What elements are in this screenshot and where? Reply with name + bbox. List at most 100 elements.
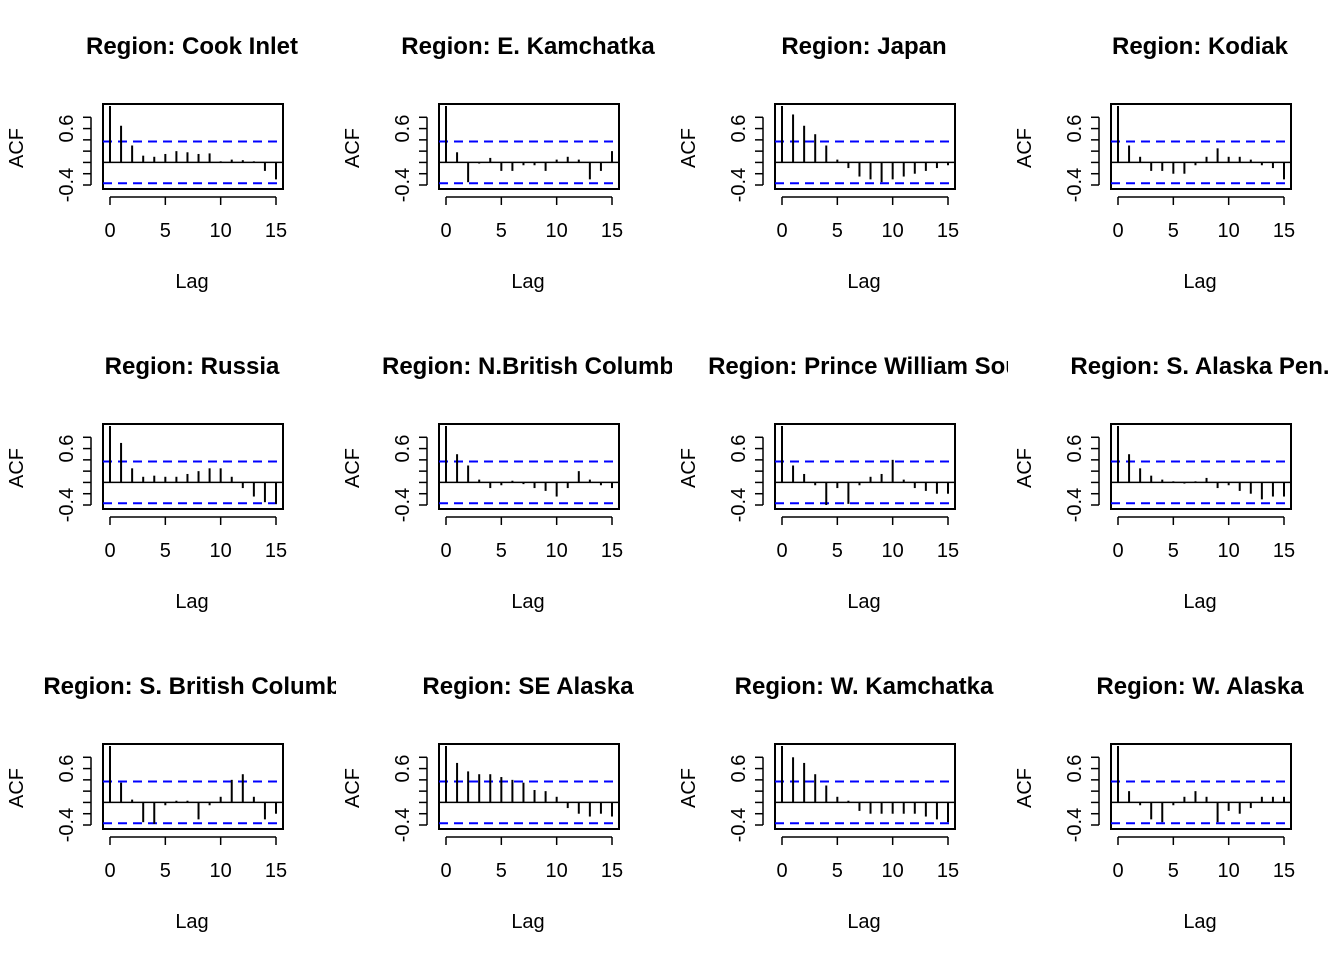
x-tick-label: 0: [104, 220, 115, 242]
panel-title: Region: S. Alaska Pen.: [1070, 353, 1329, 380]
y-tick-label: 0.6: [1064, 435, 1086, 463]
y-tick-label: -0.4: [56, 808, 78, 842]
y-axis-label: ACF: [342, 128, 364, 168]
x-tick-label: 5: [160, 220, 171, 242]
plot-frame: [102, 743, 284, 830]
x-axis-label: Lag: [175, 591, 208, 613]
x-tick-label: 0: [104, 540, 115, 562]
x-axis-label: Lag: [847, 591, 880, 613]
y-tick-label: -0.4: [56, 168, 78, 202]
y-tick-label: -0.4: [1064, 488, 1086, 522]
x-tick-label: 10: [546, 220, 568, 242]
x-tick-label: 5: [832, 860, 843, 882]
panel-title: Region: W. Kamchatka: [735, 673, 994, 700]
x-axis-label: Lag: [1183, 271, 1216, 293]
x-tick-label: 5: [496, 860, 507, 882]
panel-title: Region: Russia: [105, 353, 280, 380]
panel-title: Region: E. Kamchatka: [401, 33, 655, 60]
x-tick-label: 15: [601, 540, 623, 562]
x-tick-label: 5: [1168, 860, 1179, 882]
panel-title: Region: SE Alaska: [422, 673, 634, 700]
y-tick-label: -0.4: [728, 488, 750, 522]
y-axis-label: ACF: [342, 768, 364, 808]
acf-panel: Region: E. Kamchatka 0 5 10 15 -0.4 0.6 Lag ACF: [342, 33, 655, 293]
acf-panel: Region: Russia 0 5 10 15 -0.4 0.6 Lag ACF: [6, 353, 287, 613]
plot-frame: [774, 743, 956, 830]
y-tick-label: -0.4: [1064, 808, 1086, 842]
panel-title: Region: W. Alaska: [1096, 673, 1304, 700]
x-tick-label: 15: [601, 860, 623, 882]
x-tick-label: 0: [104, 860, 115, 882]
x-tick-label: 15: [265, 860, 287, 882]
x-tick-label: 5: [832, 220, 843, 242]
x-tick-label: 0: [1112, 220, 1123, 242]
y-tick-label: 0.6: [728, 435, 750, 463]
x-tick-label: 5: [496, 220, 507, 242]
y-tick-label: 0.6: [392, 115, 414, 143]
plot-frame: [1110, 103, 1292, 190]
plot-frame: [438, 423, 620, 510]
x-tick-label: 10: [882, 540, 904, 562]
x-axis-label: Lag: [847, 911, 880, 933]
x-tick-label: 15: [601, 220, 623, 242]
plot-frame: [1110, 423, 1292, 510]
x-tick-label: 15: [1273, 540, 1295, 562]
acf-panel: Region: SE Alaska 0 5 10 15 -0.4 0.6 Lag ACF: [342, 673, 634, 933]
x-tick-label: 5: [496, 540, 507, 562]
y-axis-label: ACF: [342, 448, 364, 488]
x-tick-label: 5: [1168, 220, 1179, 242]
x-tick-label: 10: [210, 540, 232, 562]
x-tick-label: 15: [1273, 860, 1295, 882]
y-tick-label: 0.6: [56, 115, 78, 143]
x-tick-label: 10: [882, 220, 904, 242]
x-tick-label: 10: [546, 860, 568, 882]
y-tick-label: 0.6: [728, 115, 750, 143]
plot-frame: [1110, 743, 1292, 830]
x-tick-label: 5: [832, 540, 843, 562]
x-tick-label: 10: [1218, 860, 1240, 882]
y-tick-label: 0.6: [728, 755, 750, 783]
x-axis-label: Lag: [511, 591, 544, 613]
x-tick-label: 5: [160, 860, 171, 882]
plot-frame: [774, 423, 956, 510]
x-axis-label: Lag: [175, 911, 208, 933]
panel-title: Region: N.British Columb: [382, 353, 674, 380]
x-tick-label: 5: [160, 540, 171, 562]
acf-panel: Region: W. Alaska 0 5 10 15 -0.4 0.6 Lag ACF: [1014, 673, 1304, 933]
x-tick-label: 0: [440, 540, 451, 562]
x-tick-label: 0: [776, 220, 787, 242]
y-tick-label: -0.4: [56, 488, 78, 522]
y-axis-label: ACF: [6, 768, 28, 808]
x-tick-label: 15: [265, 540, 287, 562]
x-tick-label: 5: [1168, 540, 1179, 562]
y-axis-label: ACF: [1014, 128, 1036, 168]
x-tick-label: 15: [937, 220, 959, 242]
x-tick-label: 10: [210, 220, 232, 242]
x-axis-label: Lag: [1183, 911, 1216, 933]
x-tick-label: 10: [546, 540, 568, 562]
x-tick-label: 0: [1112, 860, 1123, 882]
acf-panel: Region: Prince William Sou 0 5 10 15 -0.4 0.6 L…: [678, 353, 1020, 613]
y-tick-label: 0.6: [1064, 115, 1086, 143]
x-tick-label: 10: [882, 860, 904, 882]
panel-title: Region: S. British Columb: [43, 673, 340, 700]
y-tick-label: 0.6: [392, 755, 414, 783]
y-axis-label: ACF: [678, 768, 700, 808]
x-axis-label: Lag: [511, 271, 544, 293]
panel-title: Region: Cook Inlet: [86, 33, 298, 60]
x-tick-label: 0: [776, 860, 787, 882]
y-axis-label: ACF: [1014, 768, 1036, 808]
y-tick-label: -0.4: [392, 488, 414, 522]
x-axis-label: Lag: [847, 271, 880, 293]
x-tick-label: 10: [1218, 540, 1240, 562]
acf-panel: Region: Cook Inlet 0 5 10 15 -0.4 0.6 Lag ACF: [6, 33, 298, 293]
x-tick-label: 10: [210, 860, 232, 882]
acf-panel: Region: S. Alaska Pen. 0 5 10 15 -0.4 0.6 Lag AC…: [1014, 353, 1330, 613]
x-axis-label: Lag: [1183, 591, 1216, 613]
y-axis-label: ACF: [1014, 448, 1036, 488]
y-tick-label: -0.4: [392, 808, 414, 842]
panel-title: Region: Prince William Sou: [708, 353, 1020, 380]
y-tick-label: -0.4: [1064, 168, 1086, 202]
plot-frame: [438, 103, 620, 190]
